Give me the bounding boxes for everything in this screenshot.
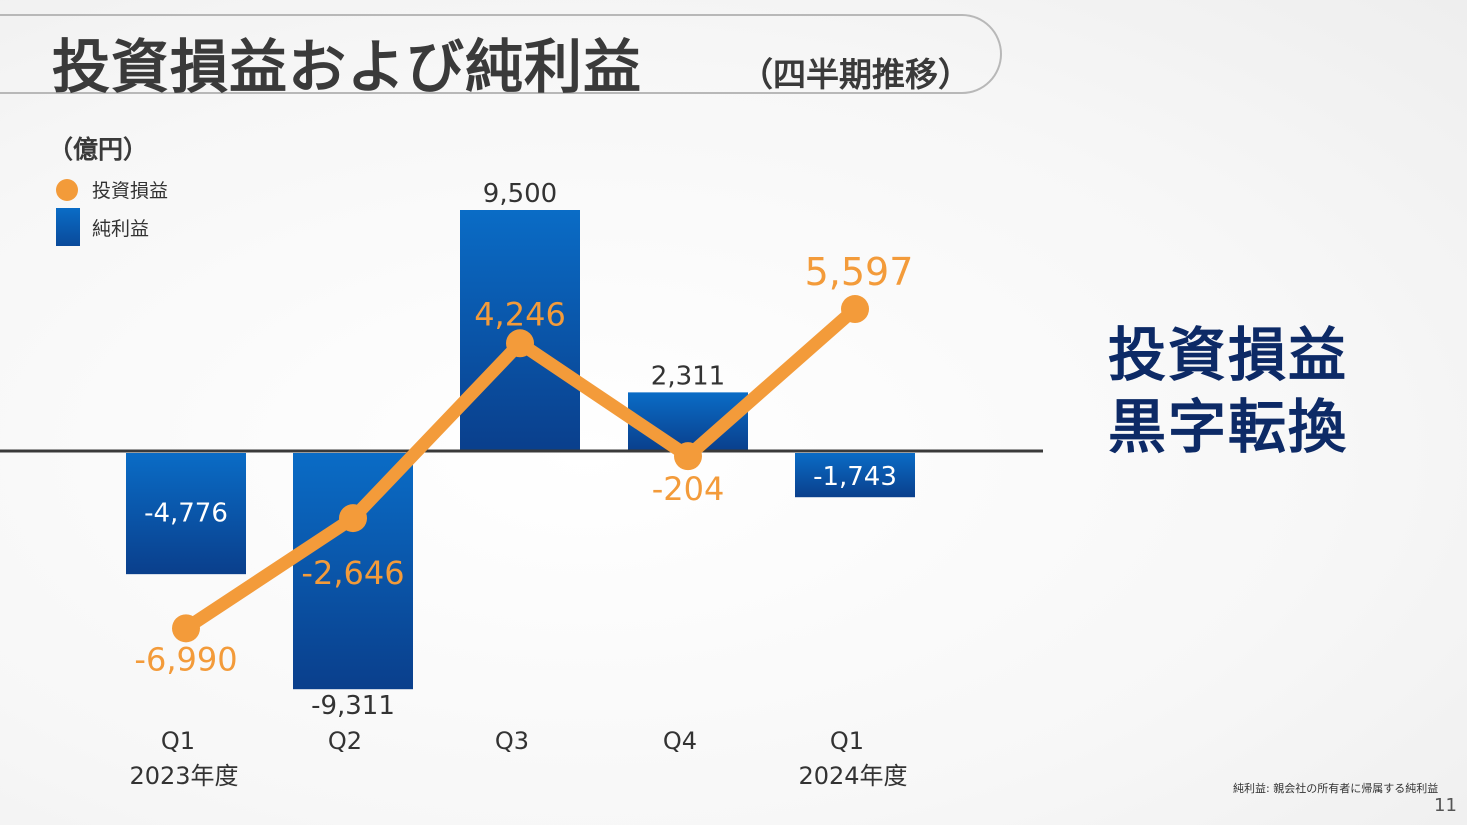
- page-number: 11: [1434, 795, 1457, 816]
- bar-value-label: -4,776: [144, 499, 228, 529]
- line-value-label: 5,597: [805, 250, 914, 294]
- line-value-label: -2,646: [301, 554, 404, 592]
- bar-net-income: [126, 453, 246, 575]
- x-tick-label: Q1: [830, 727, 864, 755]
- x-tick-label: Q4: [663, 727, 697, 755]
- line-point-investment-gain: [506, 329, 534, 358]
- page-subtitle: （四半期推移）: [740, 55, 971, 94]
- labels-layer: -4,776 -9,311 9,500 2,311 -1,743 -6,990 -2,646…: [129, 179, 913, 790]
- line-point-investment-gain: [841, 295, 869, 324]
- line-value-label: -6,990: [134, 640, 237, 678]
- fiscal-year-label: 2024年度: [798, 762, 907, 790]
- title-frame: [0, 14, 1002, 94]
- legend-item-line: 投資損益: [56, 176, 168, 203]
- bar-value-label: -9,311: [311, 691, 395, 721]
- bar-value-label: 2,311: [651, 361, 725, 391]
- bar-value-label: 9,500: [483, 179, 557, 209]
- footnote: 純利益: 親会社の所有者に帰属する純利益: [1233, 782, 1439, 795]
- x-tick-label: Q1: [161, 727, 195, 755]
- line-point-investment-gain: [674, 442, 702, 471]
- bar-net-income: [795, 453, 915, 498]
- bar-net-income: [293, 453, 413, 690]
- line-layer: [172, 295, 869, 643]
- line-point-investment-gain: [172, 614, 200, 643]
- callout-line2: 黒字転換: [1108, 393, 1349, 461]
- bar-value-label: -1,743: [813, 462, 897, 492]
- legend-item-bar: 純利益: [56, 208, 149, 246]
- callout-line1: 投資損益: [1108, 321, 1349, 389]
- unit-label: （億円）: [48, 135, 149, 164]
- blue-bar-icon: [56, 208, 80, 246]
- x-tick-label: Q3: [495, 727, 529, 755]
- page-title: 投資損益および純利益: [52, 33, 643, 101]
- legend-bar-label: 純利益: [92, 217, 150, 240]
- fiscal-year-label: 2023年度: [129, 762, 238, 790]
- orange-dot-icon: [56, 178, 78, 201]
- line-point-investment-gain: [339, 504, 367, 533]
- line-value-label: -204: [652, 470, 725, 508]
- x-tick-label: Q2: [328, 727, 362, 755]
- line-value-label: 4,246: [474, 295, 566, 333]
- legend-line-label: 投資損益: [92, 180, 169, 202]
